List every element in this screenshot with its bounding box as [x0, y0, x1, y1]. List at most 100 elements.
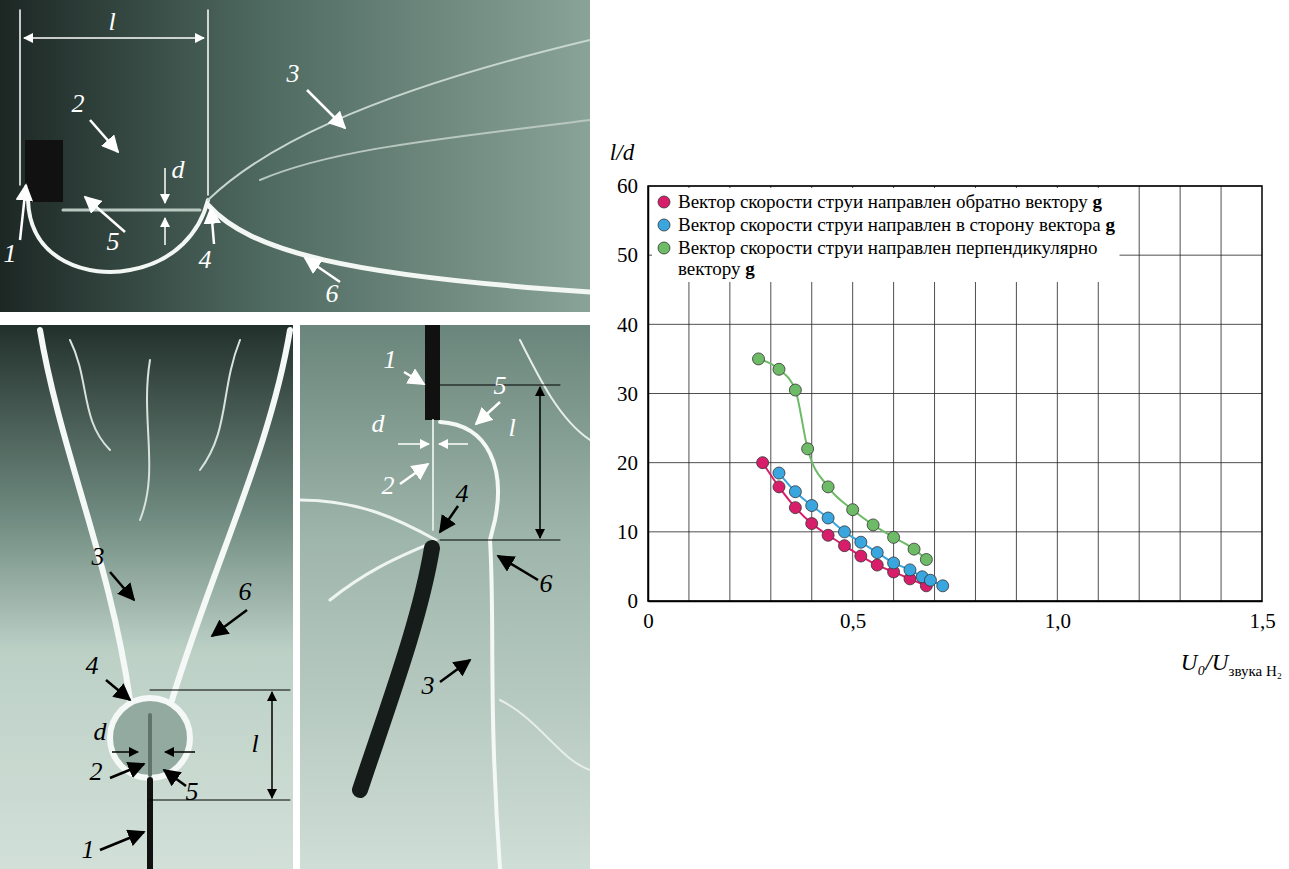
dimension-arrow: [112, 751, 138, 753]
legend-word: скорости: [735, 191, 812, 212]
tick: 60: [617, 174, 648, 198]
data-point: [806, 500, 818, 512]
flame-front: [148, 715, 152, 775]
photo-background: [0, 325, 293, 869]
data-point: [789, 486, 801, 498]
x-axis-title-sub: звука H₂: [1228, 663, 1282, 679]
legend-background: [652, 188, 1120, 282]
flame-front: [260, 120, 590, 180]
label-arrow: [20, 185, 26, 240]
legend-line: Вектор скорости струи направлен обратно …: [678, 191, 1103, 212]
photo-label: 3: [421, 671, 435, 700]
label-arrow: [404, 372, 424, 384]
tick-label: 0: [643, 609, 654, 633]
label-arrow: [307, 90, 345, 128]
tick: 40: [617, 313, 648, 337]
flame-front: [490, 540, 500, 869]
photo-label: 1: [4, 239, 17, 268]
legend-word: скорости: [735, 214, 812, 235]
label-arrow: [476, 402, 500, 424]
tick: 20: [617, 451, 648, 475]
grid-line-y: [648, 462, 1262, 463]
legend-word: Вектор: [678, 237, 735, 258]
photo-background: [300, 325, 590, 869]
photo-label: 6: [239, 577, 252, 606]
data-point: [888, 531, 900, 543]
dimension-arrow: [539, 387, 541, 538]
data-point: [822, 512, 834, 524]
legend-word: перпендикулярно: [951, 237, 1097, 258]
tick-label: 1,5: [1249, 609, 1275, 633]
data-point: [888, 557, 900, 569]
label-arrow: [440, 506, 458, 532]
photo-panel: [0, 325, 293, 869]
tick-label: 30: [617, 382, 638, 406]
tick-label: 60: [617, 174, 638, 198]
data-point: [920, 554, 932, 566]
series-line: [759, 359, 927, 560]
data-point: [847, 504, 859, 516]
legend-word: вектору: [678, 258, 741, 279]
legend-word: g: [741, 258, 756, 279]
grid-line-y: [648, 393, 1262, 394]
data-point: [773, 363, 785, 375]
photo-panel: [0, 0, 590, 312]
data-point: [757, 457, 769, 469]
data-point: [908, 543, 920, 555]
chart: 00,51,01,50102030405060l/dU₀/Uзвука H₂Ве…: [610, 140, 1282, 679]
photo-label: 1: [82, 835, 95, 864]
data-point: [822, 529, 834, 541]
data-point: [806, 518, 818, 530]
dimension-arrow: [439, 443, 468, 445]
legend-word: обратно: [951, 191, 1020, 212]
axis-line: [648, 187, 650, 602]
label-arrow: [498, 556, 538, 580]
legend-label: Вектор скорости струи направлен обратно …: [678, 191, 1103, 212]
tick: 10: [617, 520, 648, 544]
axis-x: 00,51,01,5: [643, 601, 1275, 633]
dimension-arrow: [24, 37, 204, 39]
nozzle: [425, 325, 440, 420]
data-point: [789, 502, 801, 514]
data-point: [773, 467, 785, 479]
label-arrow: [440, 660, 470, 682]
data-point: [838, 526, 850, 538]
label-arrow: [211, 208, 214, 244]
flame-front: [172, 330, 290, 700]
flame-front: [500, 340, 590, 770]
tick-label: 50: [617, 243, 638, 267]
photo-label: l: [251, 729, 258, 758]
tick: 30: [617, 382, 648, 406]
bubble: [110, 698, 190, 778]
data-point: [855, 550, 867, 562]
label-arrow: [212, 610, 247, 636]
legend-label: Вектор скорости струи направлен перпенди…: [678, 237, 1098, 279]
label-arrow: [106, 680, 130, 700]
tick: 0,5: [840, 601, 866, 633]
photo-label: 2: [72, 89, 85, 118]
data-point: [802, 443, 814, 455]
flame-front: [40, 330, 130, 700]
label-arrow: [164, 770, 186, 786]
legend-word: в: [951, 214, 965, 235]
plot-area: [753, 353, 949, 592]
tick-label: 0: [628, 589, 639, 613]
photo-label: 3: [91, 542, 105, 571]
x-axis-title-main: U₀/U: [1181, 650, 1230, 675]
flame-front: [28, 200, 208, 272]
data-point: [753, 353, 765, 365]
tick-label: 20: [617, 451, 638, 475]
legend-word: Вектор: [678, 214, 735, 235]
flame-front: [440, 385, 560, 540]
dimension-arrow: [271, 692, 273, 798]
legend-word: скорости: [735, 237, 812, 258]
photo-label: d: [372, 409, 386, 438]
photo-label: 5: [494, 371, 507, 400]
data-point: [789, 384, 801, 396]
legend-marker: [658, 242, 670, 254]
tick: 0: [628, 589, 649, 613]
flame-front: [147, 780, 153, 869]
photo-label: 5: [107, 227, 120, 256]
flame-front: [207, 10, 209, 195]
flame-front: [150, 690, 290, 800]
